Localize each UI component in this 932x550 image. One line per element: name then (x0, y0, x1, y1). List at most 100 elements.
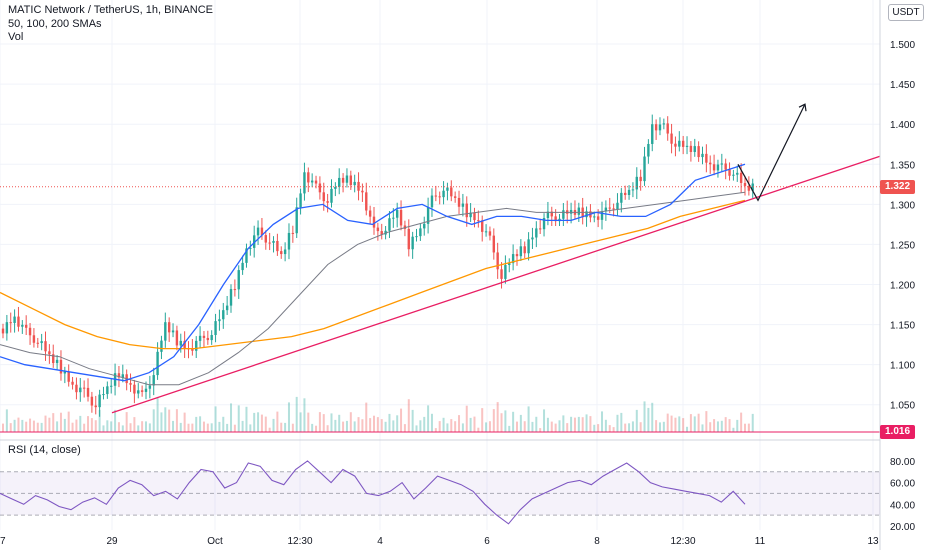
volume-bar (732, 427, 735, 432)
volume-bar (411, 409, 414, 432)
candle-body (245, 248, 248, 263)
time-tick-label: 8 (594, 536, 600, 547)
candle-body (365, 192, 368, 211)
volume-indicator-label[interactable]: Vol (8, 31, 24, 43)
rsi-label[interactable]: RSI (14, close) (8, 444, 81, 456)
volume-bar (369, 418, 372, 432)
candle-body (55, 359, 59, 364)
candle-body (477, 220, 480, 222)
volume-bar (400, 408, 403, 432)
time-tick-label: 6 (484, 536, 490, 547)
candle-body (620, 192, 623, 203)
rsi-tick-label: 40.00 (890, 500, 915, 511)
time-tick-label: 4 (377, 536, 383, 547)
volume-bar (98, 409, 101, 432)
candle-body (280, 251, 283, 255)
sma200-line (0, 199, 746, 350)
volume-bar (686, 426, 689, 432)
candle-body (438, 196, 441, 198)
candle-body (608, 207, 611, 209)
price-tick-label: 1.350 (890, 160, 915, 171)
volume-bar (662, 421, 665, 432)
volume-bar (508, 425, 511, 432)
candle-body (198, 335, 202, 341)
candle-body (647, 143, 650, 157)
volume-bar (52, 413, 55, 432)
currency-button[interactable]: USDT (888, 4, 924, 21)
candle-body (693, 146, 696, 152)
candle-body (423, 223, 426, 229)
candle-body (554, 216, 557, 222)
sma100-line (0, 191, 746, 386)
candle-body (202, 335, 206, 338)
volume-bar (651, 402, 654, 432)
volume-bar (291, 423, 294, 432)
sma-indicator-label[interactable]: 50, 100, 200 SMAs (8, 18, 102, 30)
candle-body (407, 228, 410, 250)
volume-bar (438, 421, 441, 432)
volume-bars (2, 396, 754, 432)
volume-bar (535, 416, 538, 432)
projection-arrow[interactable] (737, 103, 806, 202)
volume-bar (353, 421, 356, 432)
volume-bar (434, 428, 437, 432)
volume-bar (40, 422, 43, 432)
volume-bar (415, 425, 418, 432)
candle-body (658, 124, 662, 131)
volume-bar (620, 412, 623, 432)
candle-body (685, 145, 689, 147)
candle-body (542, 217, 546, 230)
candle-body (237, 270, 240, 290)
candle-body (728, 169, 731, 176)
volume-bar (396, 415, 399, 432)
candle-body (241, 262, 244, 271)
candle-body (388, 218, 391, 231)
candle-body (326, 201, 329, 203)
volume-bar (488, 421, 491, 432)
candle-body (453, 196, 457, 198)
volume-bar (581, 417, 584, 432)
candle-body (330, 188, 333, 203)
volume-bar (315, 425, 318, 432)
volume-bar (156, 396, 159, 432)
candles (1, 114, 754, 417)
volume-bar (241, 420, 244, 432)
candle-body (442, 190, 445, 198)
volume-bar (71, 422, 74, 432)
volume-bar (678, 416, 681, 432)
rsi-tick-label: 20.00 (890, 522, 915, 533)
volume-bar (747, 423, 750, 432)
volume-bar (276, 411, 279, 432)
candle-body (222, 310, 225, 320)
candle-body (631, 189, 635, 191)
volume-bar (249, 424, 252, 432)
candle-body (191, 348, 194, 351)
volume-bar (612, 427, 615, 432)
candle-body (678, 140, 681, 147)
volume-bar (152, 409, 155, 432)
volume-bar (589, 416, 592, 432)
candle-body (133, 384, 136, 394)
volume-bar (117, 422, 120, 432)
candle-body (488, 231, 492, 236)
candle-body (473, 212, 476, 221)
candle-body (86, 387, 90, 397)
volume-bar (709, 422, 712, 432)
volume-bar (141, 421, 144, 432)
candle-body (299, 193, 302, 208)
volume-bar (492, 409, 495, 432)
volume-bar (94, 420, 97, 432)
candle-body (82, 387, 86, 389)
candle-body (577, 207, 581, 215)
volume-bar (442, 417, 445, 432)
volume-bar (342, 421, 345, 432)
volume-bar (450, 419, 453, 432)
candle-body (338, 177, 341, 187)
trendline[interactable] (111, 155, 881, 414)
volume-bar (2, 423, 4, 432)
volume-bar (701, 424, 704, 432)
volume-bar (744, 423, 746, 432)
candle-body (349, 175, 353, 186)
volume-bar (666, 413, 669, 432)
